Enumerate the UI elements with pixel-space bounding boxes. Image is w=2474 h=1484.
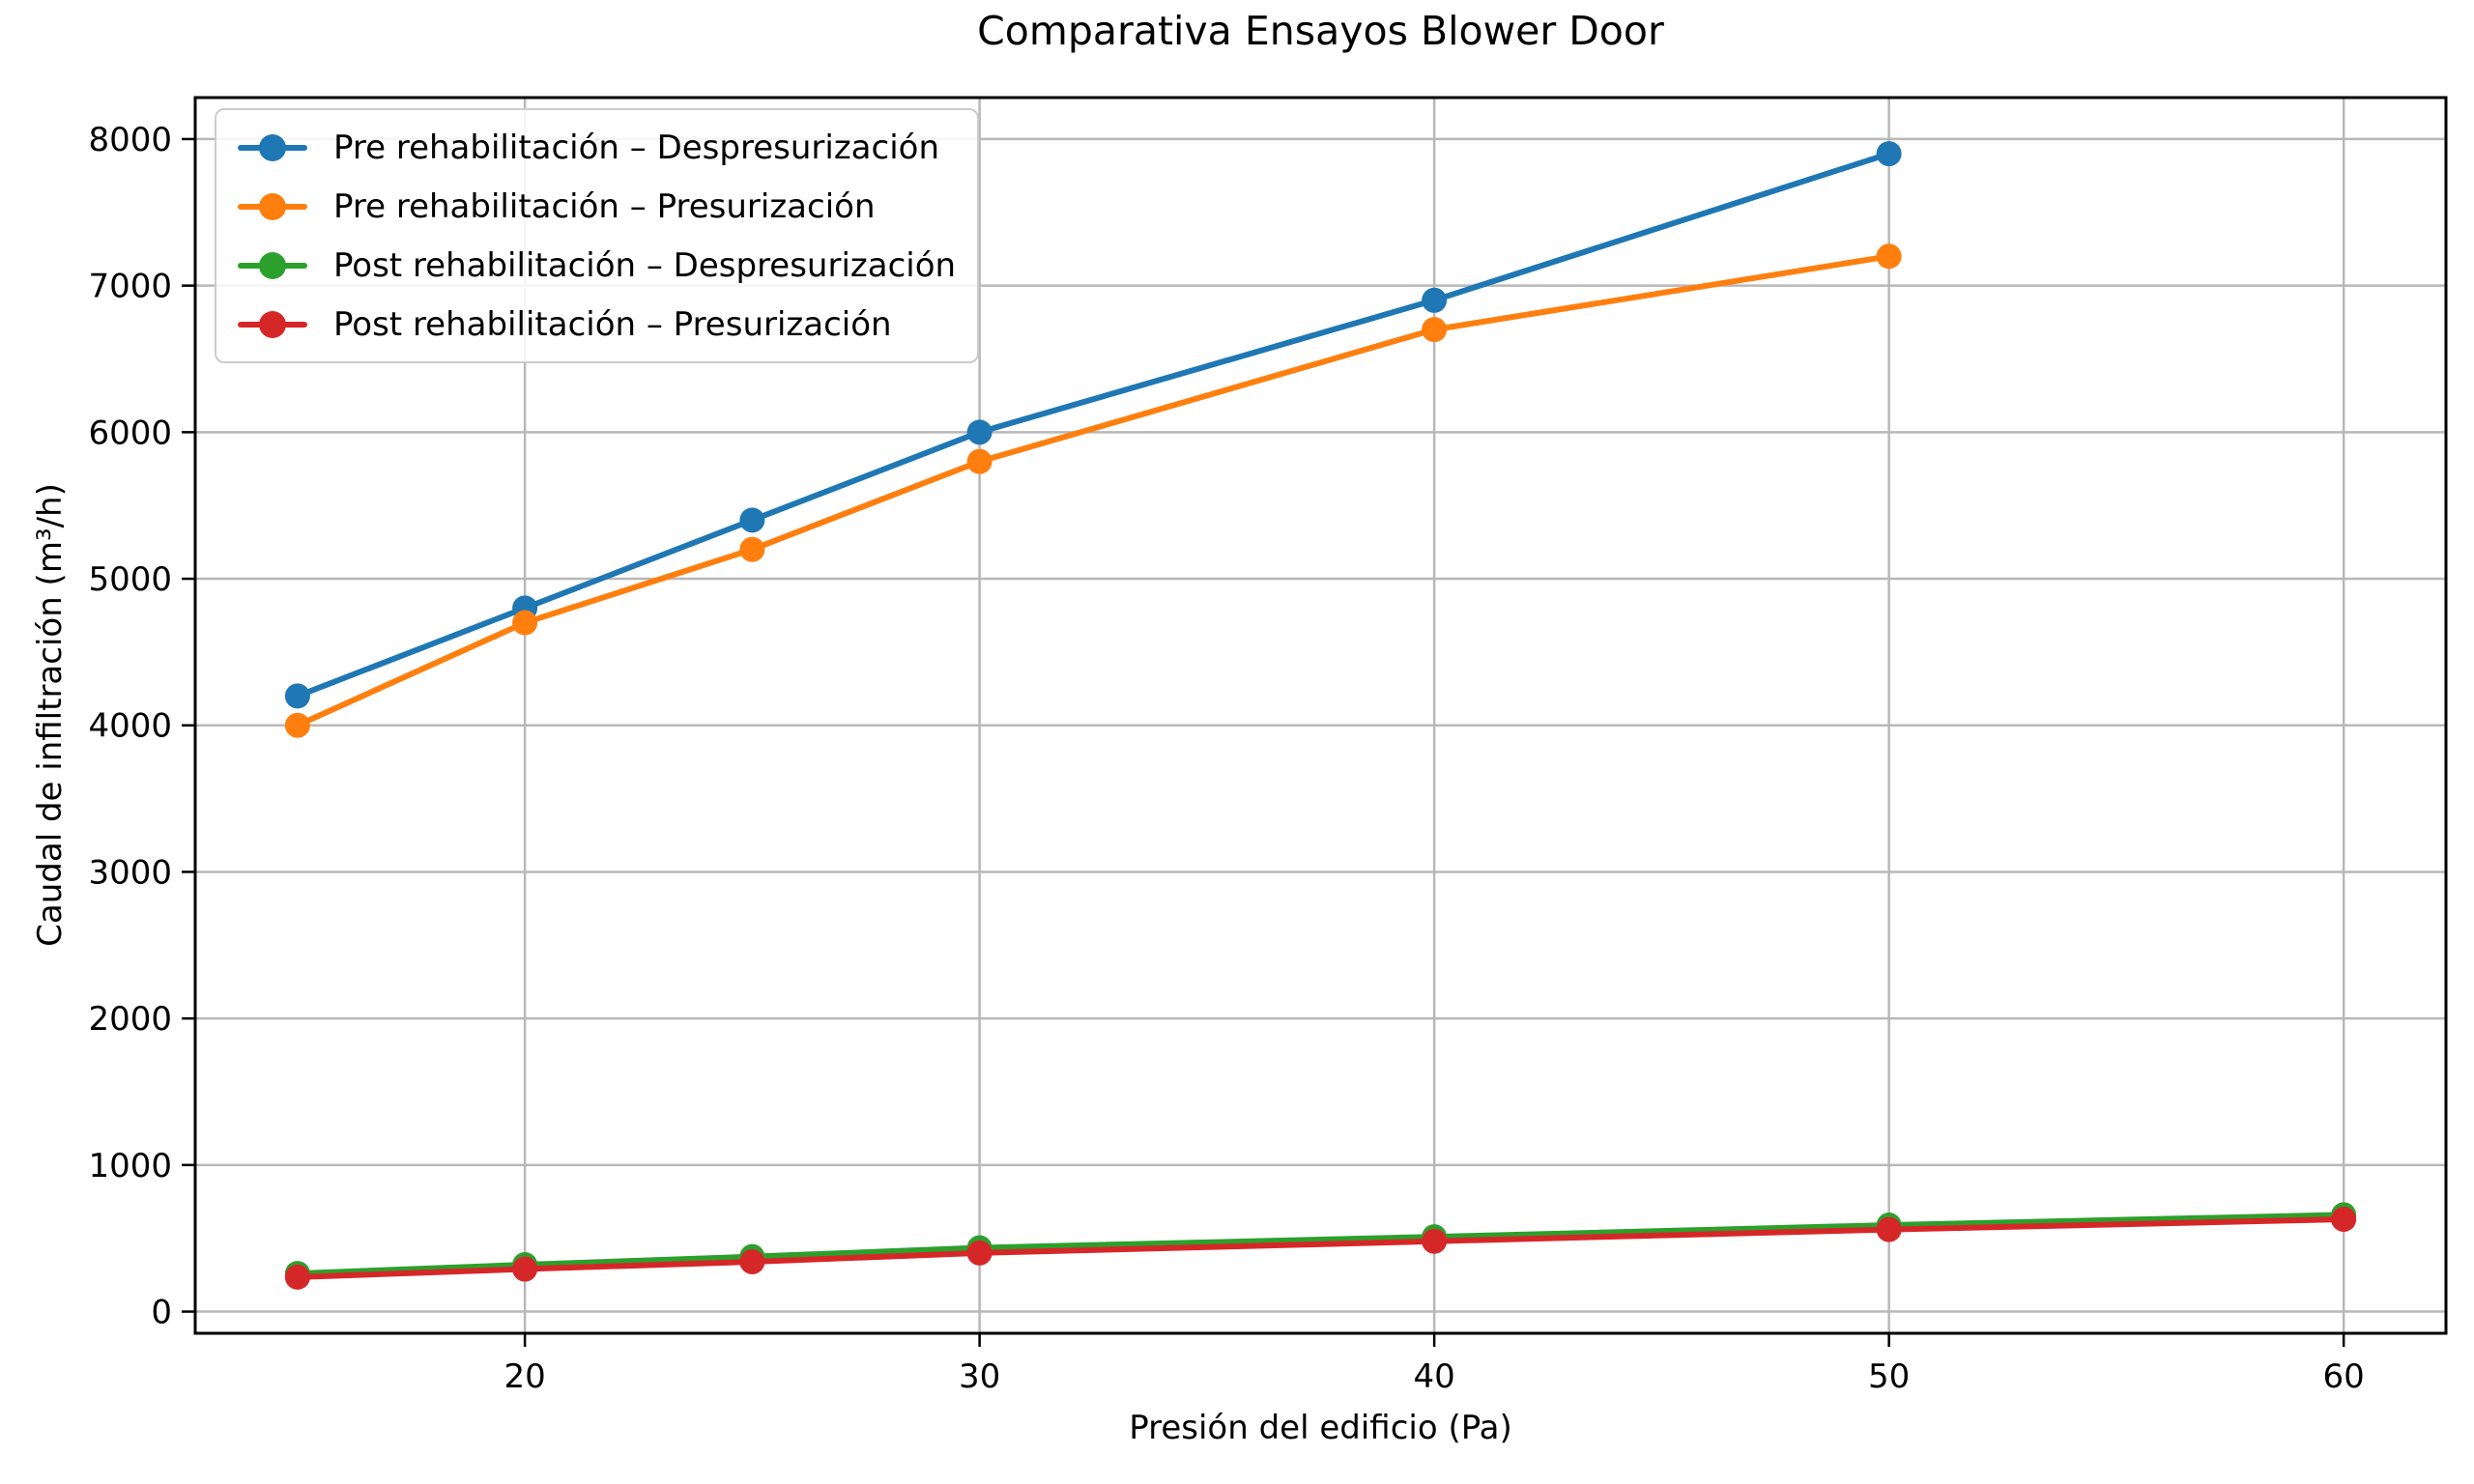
x-tick-label: 30 — [959, 1357, 1000, 1396]
y-tick-label: 2000 — [88, 1000, 172, 1039]
legend-marker-icon — [238, 251, 307, 280]
data-point — [1876, 243, 1902, 270]
legend-item: Pre rehabilitación – Presurización — [238, 185, 956, 228]
data-point — [966, 1240, 992, 1266]
legend-dot-icon — [259, 251, 286, 279]
legend-marker-icon — [238, 310, 307, 339]
data-point — [1422, 1228, 1448, 1254]
legend-marker-icon — [238, 192, 307, 221]
series-line — [294, 253, 1892, 728]
data-point — [1876, 1216, 1902, 1242]
data-point — [2331, 1206, 2357, 1232]
y-tick-label: 8000 — [88, 121, 172, 159]
y-tick-label: 7000 — [88, 268, 172, 306]
series-line — [294, 1215, 2347, 1280]
legend-item-label: Pre rehabilitación – Despresurización — [333, 128, 939, 167]
legend-marker-icon — [238, 133, 307, 162]
x-tick-label: 40 — [1413, 1357, 1454, 1396]
y-tick-label: 1000 — [88, 1147, 172, 1185]
legend-item-label: Post rehabilitación – Presurización — [333, 304, 892, 344]
legend-dot-icon — [259, 310, 286, 338]
legend-dot-icon — [259, 133, 286, 161]
legend-item: Pre rehabilitación – Despresurización — [238, 126, 956, 169]
x-tick-label: 20 — [503, 1357, 545, 1396]
data-point — [512, 610, 538, 636]
legend-item: Post rehabilitación – Despresurización — [238, 243, 956, 287]
legend-item: Post rehabilitación – Presurización — [238, 302, 956, 346]
x-tick-label: 50 — [1868, 1357, 1910, 1396]
data-point — [739, 507, 765, 533]
y-tick-label: 0 — [151, 1294, 172, 1332]
data-point — [739, 1248, 765, 1274]
legend-item-label: Post rehabilitación – Despresurización — [333, 245, 957, 285]
y-tick-label: 6000 — [88, 414, 172, 452]
x-tick-label: 60 — [2323, 1357, 2365, 1396]
data-point — [284, 683, 310, 709]
x-axis-label: Presión del edificio (Pa) — [1129, 1409, 1512, 1447]
data-point — [966, 448, 992, 474]
legend: Pre rehabilitación – Despresurización Pre… — [215, 108, 980, 363]
y-axis-label: Caudal de infiltración (m³/h) — [31, 483, 70, 947]
legend-dot-icon — [259, 192, 286, 220]
series-line — [294, 151, 1892, 699]
legend-item-label: Pre rehabilitación – Presurización — [333, 186, 876, 226]
y-tick-label: 3000 — [88, 853, 172, 892]
data-point — [1422, 317, 1448, 343]
chart-title: Comparativa Ensayos Blower Door — [977, 8, 1664, 54]
data-point — [284, 712, 310, 738]
axes-frame — [193, 96, 2448, 1335]
data-point — [1422, 287, 1448, 313]
data-point — [284, 1264, 310, 1290]
data-point — [512, 1256, 538, 1282]
data-point — [739, 536, 765, 562]
data-point — [966, 419, 992, 445]
y-tick-label: 4000 — [88, 707, 172, 746]
data-point — [1876, 141, 1902, 167]
y-tick-label: 5000 — [88, 560, 172, 599]
